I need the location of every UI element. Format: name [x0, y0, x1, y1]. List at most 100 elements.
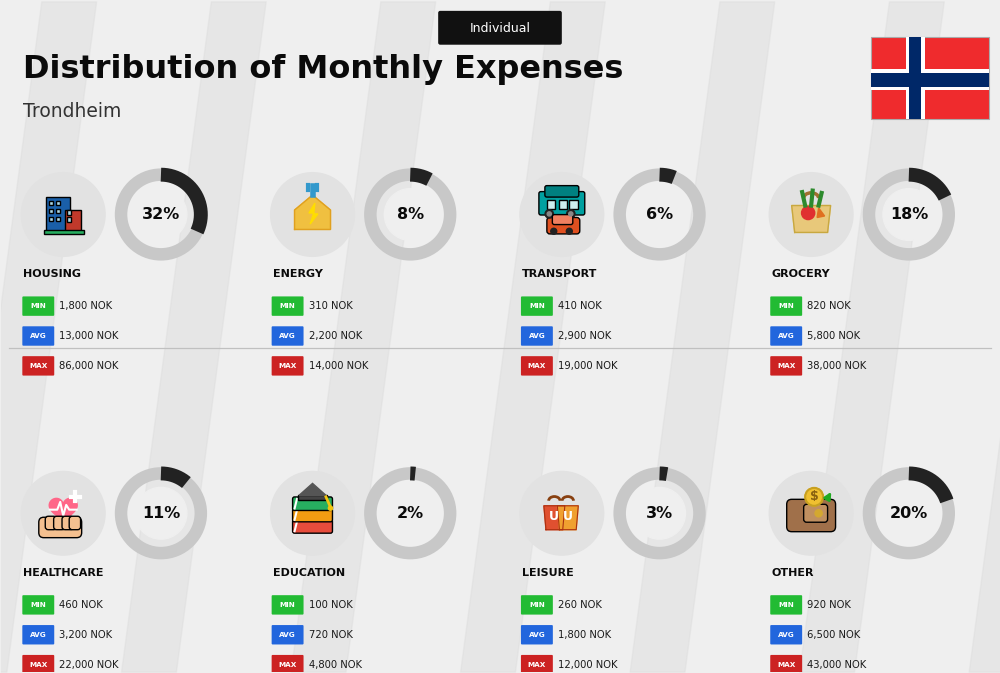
FancyBboxPatch shape: [770, 326, 802, 346]
Text: 410 NOK: 410 NOK: [558, 301, 602, 311]
Text: MIN: MIN: [280, 303, 295, 309]
Text: AVG: AVG: [529, 333, 545, 339]
FancyBboxPatch shape: [559, 200, 567, 209]
Text: MAX: MAX: [29, 662, 47, 668]
Circle shape: [135, 188, 187, 240]
Text: MAX: MAX: [278, 662, 297, 668]
FancyBboxPatch shape: [56, 201, 60, 205]
FancyBboxPatch shape: [49, 209, 53, 213]
FancyBboxPatch shape: [65, 210, 81, 232]
FancyBboxPatch shape: [272, 356, 304, 376]
Text: 8%: 8%: [397, 207, 424, 222]
FancyBboxPatch shape: [871, 37, 989, 119]
Polygon shape: [49, 499, 77, 524]
Text: GROCERY: GROCERY: [771, 269, 830, 279]
Text: HOUSING: HOUSING: [23, 269, 81, 279]
Circle shape: [271, 472, 354, 555]
Text: TRANSPORT: TRANSPORT: [522, 269, 597, 279]
Text: HEALTHCARE: HEALTHCARE: [23, 568, 104, 578]
FancyBboxPatch shape: [521, 655, 553, 673]
Text: MIN: MIN: [529, 602, 545, 608]
FancyBboxPatch shape: [67, 211, 71, 215]
FancyBboxPatch shape: [46, 197, 70, 232]
Text: $: $: [810, 491, 818, 503]
Text: 19,000 NOK: 19,000 NOK: [558, 361, 617, 371]
Polygon shape: [817, 208, 825, 217]
Text: MIN: MIN: [30, 602, 46, 608]
Bar: [871, 69, 989, 90]
FancyBboxPatch shape: [56, 209, 60, 213]
FancyBboxPatch shape: [547, 217, 580, 234]
Text: OTHER: OTHER: [771, 568, 814, 578]
FancyBboxPatch shape: [49, 217, 53, 221]
Text: 820 NOK: 820 NOK: [807, 301, 851, 311]
Text: Individual: Individual: [470, 22, 530, 35]
FancyBboxPatch shape: [569, 200, 578, 209]
Circle shape: [769, 472, 853, 555]
Text: MAX: MAX: [528, 363, 546, 369]
Text: 3,200 NOK: 3,200 NOK: [59, 630, 112, 640]
Text: 18%: 18%: [890, 207, 928, 222]
Text: U: U: [563, 509, 573, 523]
Text: 6%: 6%: [646, 207, 673, 222]
Text: 100 NOK: 100 NOK: [309, 600, 352, 610]
FancyBboxPatch shape: [56, 217, 60, 221]
Text: 720 NOK: 720 NOK: [309, 630, 352, 640]
Text: 11%: 11%: [142, 506, 180, 521]
FancyBboxPatch shape: [298, 495, 327, 500]
Text: AVG: AVG: [778, 632, 795, 638]
Text: 310 NOK: 310 NOK: [309, 301, 352, 311]
Text: MAX: MAX: [528, 662, 546, 668]
Bar: [909, 37, 921, 119]
Text: 86,000 NOK: 86,000 NOK: [59, 361, 119, 371]
Circle shape: [634, 487, 685, 539]
Text: MIN: MIN: [30, 303, 46, 309]
Polygon shape: [544, 506, 565, 530]
Circle shape: [566, 228, 572, 234]
Text: 2,900 NOK: 2,900 NOK: [558, 331, 611, 341]
FancyBboxPatch shape: [552, 215, 573, 225]
FancyBboxPatch shape: [272, 296, 304, 316]
FancyBboxPatch shape: [521, 595, 553, 614]
Text: U: U: [549, 509, 559, 523]
FancyBboxPatch shape: [770, 595, 802, 614]
Text: AVG: AVG: [279, 632, 296, 638]
FancyBboxPatch shape: [787, 499, 836, 532]
Circle shape: [805, 488, 823, 506]
Text: ENERGY: ENERGY: [273, 269, 323, 279]
FancyBboxPatch shape: [438, 11, 562, 44]
Text: 6,500 NOK: 6,500 NOK: [807, 630, 860, 640]
Circle shape: [520, 472, 604, 555]
FancyBboxPatch shape: [521, 326, 553, 346]
Text: 38,000 NOK: 38,000 NOK: [807, 361, 866, 371]
Text: 14,000 NOK: 14,000 NOK: [309, 361, 368, 371]
Text: 3%: 3%: [646, 506, 673, 521]
Text: 1,800 NOK: 1,800 NOK: [59, 301, 112, 311]
FancyBboxPatch shape: [293, 497, 332, 511]
Text: Trondheim: Trondheim: [23, 102, 122, 121]
FancyBboxPatch shape: [293, 508, 332, 522]
FancyBboxPatch shape: [770, 296, 802, 316]
Text: 13,000 NOK: 13,000 NOK: [59, 331, 119, 341]
Text: MIN: MIN: [778, 303, 794, 309]
FancyBboxPatch shape: [39, 518, 82, 538]
Text: MIN: MIN: [778, 602, 794, 608]
Circle shape: [271, 173, 354, 256]
Circle shape: [384, 188, 436, 240]
FancyBboxPatch shape: [45, 516, 57, 530]
FancyBboxPatch shape: [770, 625, 802, 645]
FancyBboxPatch shape: [69, 516, 81, 530]
FancyBboxPatch shape: [22, 356, 54, 376]
FancyBboxPatch shape: [67, 217, 71, 221]
Circle shape: [802, 207, 815, 219]
FancyBboxPatch shape: [770, 356, 802, 376]
Text: 920 NOK: 920 NOK: [807, 600, 851, 610]
FancyBboxPatch shape: [539, 192, 585, 215]
FancyBboxPatch shape: [272, 595, 304, 614]
Text: 22,000 NOK: 22,000 NOK: [59, 660, 119, 670]
Text: AVG: AVG: [30, 632, 47, 638]
Bar: [871, 73, 989, 87]
Text: MIN: MIN: [280, 602, 295, 608]
Text: 460 NOK: 460 NOK: [59, 600, 103, 610]
Circle shape: [21, 173, 105, 256]
